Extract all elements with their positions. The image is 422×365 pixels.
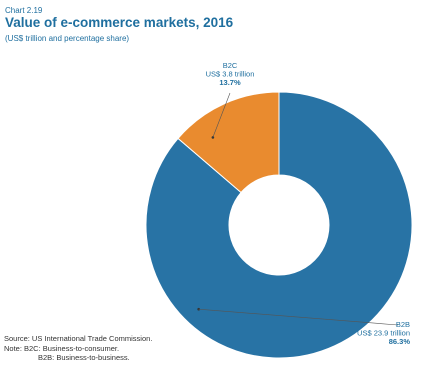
- note-b2b: B2B: Business-to-business.: [38, 353, 130, 362]
- leader-line-b2b: [198, 308, 399, 326]
- slice-label-value: US$ 23.9 trillion: [357, 329, 410, 338]
- leader-lines: [197, 92, 399, 326]
- slice-b2b: [145, 91, 413, 359]
- chart-notes: Source: US International Trade Commissio…: [4, 334, 152, 363]
- chart-subtitle: (US$ trillion and percentage share): [5, 34, 130, 43]
- chart-number: Chart 2.19: [5, 6, 43, 15]
- slice-label-share: 13.7%: [219, 78, 241, 87]
- note-b2c: Note: B2C: Business-to-consumer.: [4, 343, 120, 353]
- donut-slices: [145, 91, 413, 359]
- source-note: Source: US International Trade Commissio…: [4, 334, 153, 343]
- slice-b2c: [177, 91, 280, 194]
- chart-title: Value of e-commerce markets, 2016: [5, 15, 234, 30]
- slice-label-value: US$ 3.8 trillion: [206, 70, 255, 79]
- slice-label-share: 86.3%: [389, 337, 411, 346]
- slice-label-b2b: B2B US$ 23.9 trillion 86.3%: [357, 320, 410, 346]
- slice-label-b2c: B2C US$ 3.8 trillion 13.7%: [206, 61, 255, 87]
- slice-label-name: B2B: [396, 320, 410, 329]
- slice-label-name: B2C: [223, 61, 238, 70]
- slice-labels: B2B US$ 23.9 trillion 86.3% B2C US$ 3.8 tril…: [206, 61, 411, 346]
- leader-line-b2c: [212, 92, 231, 138]
